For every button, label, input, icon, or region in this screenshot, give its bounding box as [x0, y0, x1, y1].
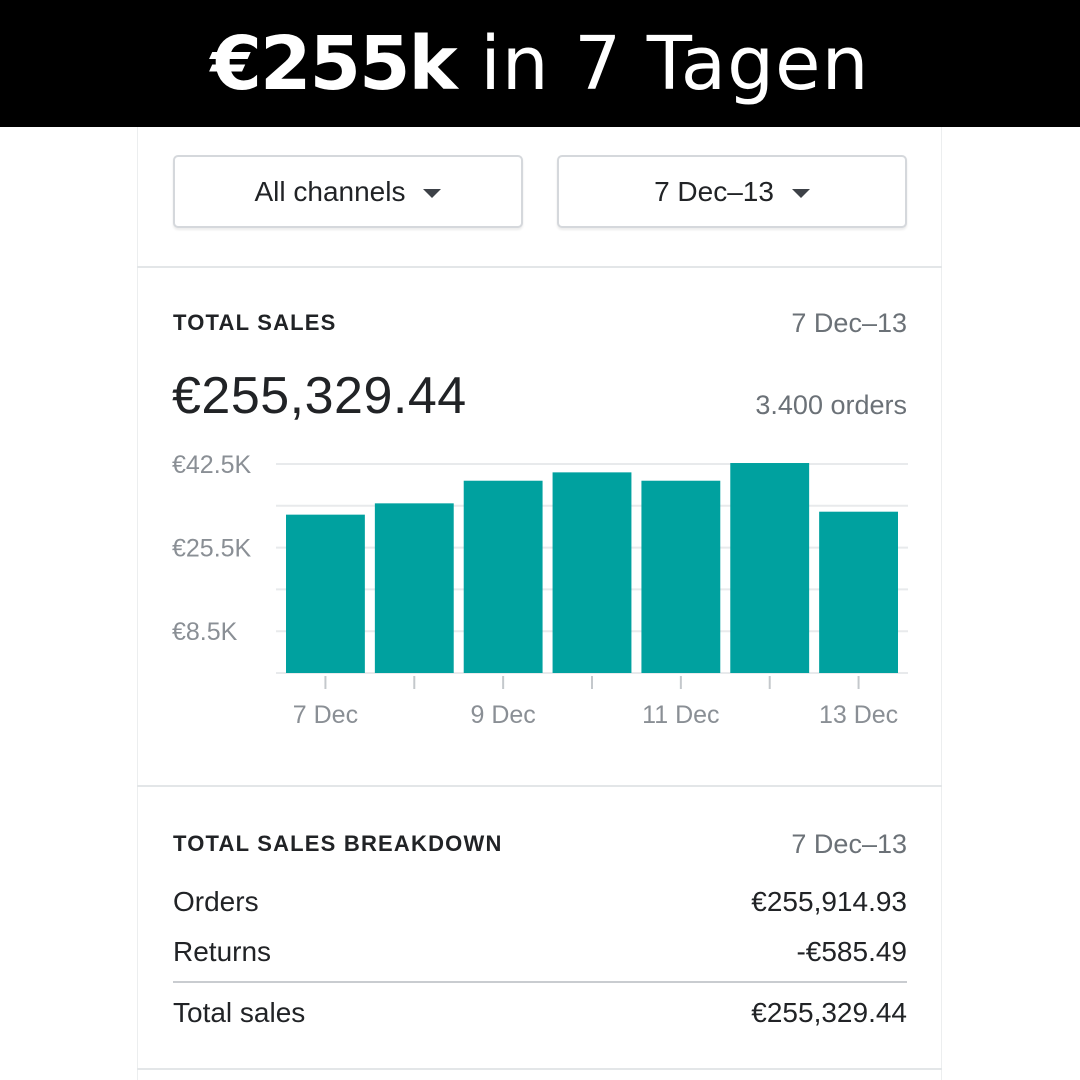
bar [552, 472, 632, 673]
bar [819, 511, 898, 673]
x-tick-label: 9 Dec [470, 701, 535, 729]
caret-down-icon [791, 188, 810, 198]
x-tick-label: 11 Dec [642, 701, 719, 729]
bar [730, 463, 810, 673]
date-range-select[interactable]: 7 Dec–13 [557, 155, 907, 228]
returns-row-value: -€585.49 [796, 936, 907, 967]
breakdown-date: 7 Dec–13 [791, 829, 907, 859]
total-row-value: €255,329.44 [751, 997, 907, 1028]
headline-text: €255k in 7 Tagen [211, 22, 870, 106]
bar [286, 514, 365, 673]
orders-row-label: Orders [173, 886, 259, 917]
headline-amount: €255k [210, 21, 458, 107]
headline-banner: €255k in 7 Tagen [0, 0, 1080, 127]
x-tick-label: 7 Dec [293, 701, 358, 729]
breakdown-title: TOTAL SALES BREAKDOWN [173, 831, 503, 856]
bar [641, 480, 721, 673]
orders-row-value: €255,914.93 [751, 886, 907, 917]
panel-border-left [137, 127, 138, 1080]
bar [374, 503, 454, 673]
y-tick-label: €25.5K [172, 535, 252, 563]
y-tick-label: €42.5K [172, 451, 252, 479]
panel-border-right [941, 127, 942, 1080]
total-sales-date: 7 Dec–13 [791, 308, 907, 338]
sales-bar-chart: €42.5K €25.5K €8.5K 7 Dec 9 Dec 11 Dec 13 Dec [172, 451, 908, 729]
x-tick-label: 13 Dec [819, 701, 898, 729]
channel-select-label: All channels [254, 175, 406, 207]
divider [137, 785, 942, 787]
total-sales-value: €255,329.44 [172, 367, 467, 425]
divider [137, 1068, 942, 1070]
headline-rest: in 7 Tagen [455, 21, 870, 107]
caret-down-icon [423, 188, 442, 198]
y-tick-label: €8.5K [172, 618, 238, 646]
total-separator [173, 981, 907, 983]
orders-count: 3.400 orders [755, 390, 907, 420]
total-row-label: Total sales [173, 997, 306, 1028]
bar [463, 480, 543, 673]
channel-select[interactable]: All channels [173, 155, 523, 228]
total-sales-title: TOTAL SALES [173, 310, 337, 335]
date-range-select-label: 7 Dec–13 [654, 175, 774, 207]
returns-row-label: Returns [173, 936, 272, 967]
divider [137, 266, 942, 268]
